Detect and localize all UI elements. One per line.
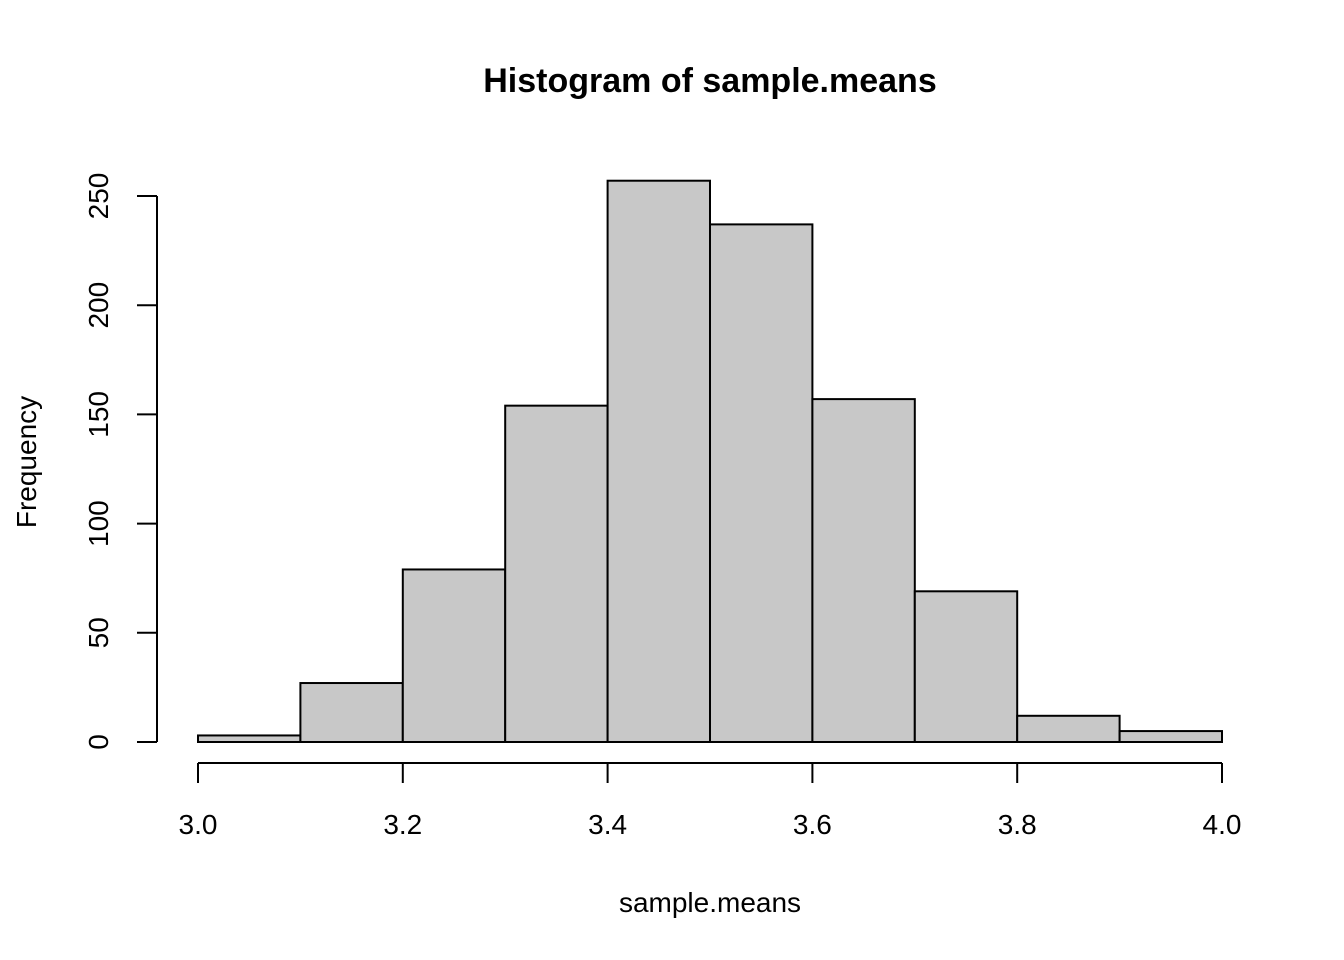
histogram-bar-3 [504,404,609,743]
x-tick-label: 3.6 [793,809,832,840]
y-tick-label: 0 [83,734,114,750]
chart-title: Histogram of sample.means [483,62,936,100]
x-axis-label: sample.means [619,887,801,918]
y-axis-label: Frequency [11,396,42,528]
histogram-bars [197,179,1223,744]
y-tick-label: 150 [83,391,114,438]
histogram-bar-7 [913,590,1019,744]
x-tick-label: 3.8 [998,809,1037,840]
x-tick-label: 3.0 [179,809,218,840]
histogram-bar-6 [811,398,916,743]
y-tick-label: 200 [83,282,114,329]
y-tick-label: 50 [83,617,114,648]
histogram-bar-2 [401,568,507,743]
x-tick-label: 3.2 [383,809,422,840]
x-tick-label: 4.0 [1203,809,1242,840]
histogram-bar-0 [197,734,302,743]
x-tick-label: 3.4 [588,809,627,840]
y-tick-label: 100 [83,500,114,547]
histogram-bar-8 [1016,714,1121,743]
x-axis: 3.0 3.2 3.4 3.6 3.8 4.0 [179,762,1242,840]
y-tick-label: 250 [83,173,114,220]
histogram-bar-5 [709,223,814,743]
y-axis: 0 50 100 150 200 250 [83,173,158,750]
histogram-bar-1 [299,682,404,743]
histogram-bar-9 [1118,730,1223,744]
histogram-bar-4 [606,179,711,744]
